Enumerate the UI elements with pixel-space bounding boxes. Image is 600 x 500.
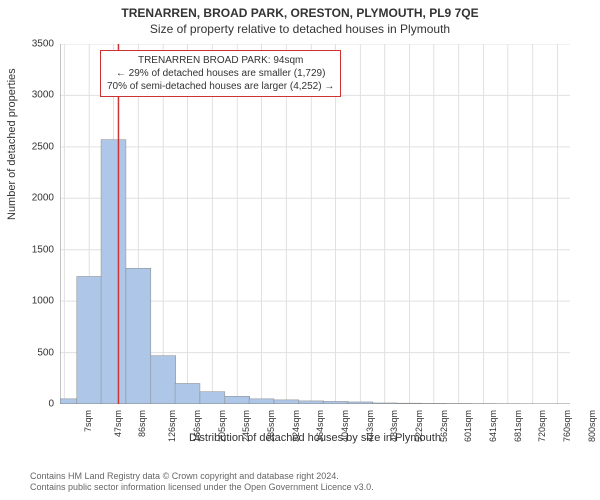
- x-tick: 800sqm: [587, 410, 597, 442]
- chart-container: TRENARREN, BROAD PARK, ORESTON, PLYMOUTH…: [0, 0, 600, 500]
- annotation-line3: 70% of semi-detached houses are larger (…: [107, 80, 334, 93]
- annotation-line1: TRENARREN BROAD PARK: 94sqm: [107, 54, 334, 67]
- histogram-svg: [60, 44, 570, 404]
- footer-attribution: Contains HM Land Registry data © Crown c…: [30, 471, 374, 494]
- x-tick: 7sqm: [83, 410, 93, 432]
- chart-title-line2: Size of property relative to detached ho…: [0, 20, 600, 36]
- annotation-box: TRENARREN BROAD PARK: 94sqm ← 29% of det…: [100, 50, 341, 97]
- plot-area: [60, 44, 570, 404]
- y-tick: 1500: [32, 244, 54, 255]
- footer-line1: Contains HM Land Registry data © Crown c…: [30, 471, 374, 483]
- y-tick: 500: [37, 347, 54, 358]
- y-tick: 2000: [32, 193, 54, 204]
- footer-line2: Contains public sector information licen…: [30, 482, 374, 494]
- y-tick: 2500: [32, 141, 54, 152]
- annotation-line2: ← 29% of detached houses are smaller (1,…: [107, 67, 334, 80]
- y-tick: 3500: [32, 39, 54, 50]
- y-tick: 3000: [32, 90, 54, 101]
- chart-title-line1: TRENARREN, BROAD PARK, ORESTON, PLYMOUTH…: [0, 0, 600, 20]
- x-axis-label: Distribution of detached houses by size …: [60, 432, 570, 444]
- y-tick: 0: [48, 399, 54, 410]
- y-tick: 1000: [32, 296, 54, 307]
- y-axis-label: Number of detached properties: [6, 68, 18, 220]
